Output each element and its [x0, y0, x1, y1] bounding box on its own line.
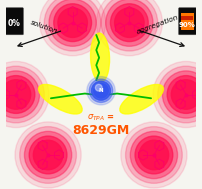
Text: 8629GM: 8629GM — [72, 124, 130, 137]
Circle shape — [162, 71, 202, 118]
FancyBboxPatch shape — [179, 8, 196, 35]
FancyBboxPatch shape — [181, 13, 194, 30]
Circle shape — [130, 131, 178, 179]
Ellipse shape — [90, 33, 109, 82]
Circle shape — [1, 80, 31, 109]
Circle shape — [58, 8, 87, 37]
Circle shape — [0, 76, 35, 113]
Text: 90%: 90% — [179, 22, 196, 28]
Circle shape — [24, 131, 72, 179]
Circle shape — [135, 136, 173, 174]
Circle shape — [20, 127, 76, 183]
FancyBboxPatch shape — [181, 16, 193, 20]
Text: aggregation: aggregation — [136, 14, 180, 35]
Circle shape — [87, 77, 115, 105]
Circle shape — [92, 81, 110, 100]
Circle shape — [101, 0, 158, 51]
Ellipse shape — [120, 84, 163, 114]
Circle shape — [94, 84, 108, 98]
Circle shape — [89, 79, 113, 102]
Circle shape — [44, 0, 101, 51]
Circle shape — [167, 76, 202, 113]
Circle shape — [171, 80, 201, 109]
Circle shape — [153, 61, 202, 128]
Circle shape — [40, 0, 106, 56]
Ellipse shape — [39, 84, 82, 114]
Circle shape — [139, 140, 169, 170]
FancyBboxPatch shape — [6, 8, 23, 35]
Circle shape — [95, 84, 102, 91]
Circle shape — [29, 136, 67, 174]
Circle shape — [126, 127, 182, 183]
Circle shape — [15, 122, 81, 188]
Text: $\sigma_{TPA}$ =: $\sigma_{TPA}$ = — [87, 113, 115, 123]
Circle shape — [96, 0, 162, 56]
Text: N: N — [99, 88, 103, 93]
Circle shape — [49, 0, 96, 46]
Circle shape — [106, 0, 153, 46]
Circle shape — [0, 61, 49, 128]
Circle shape — [115, 8, 144, 37]
Circle shape — [0, 66, 44, 123]
Text: solution: solution — [30, 20, 59, 35]
Circle shape — [0, 71, 40, 118]
Circle shape — [110, 4, 148, 42]
Circle shape — [121, 122, 187, 188]
Circle shape — [33, 140, 63, 170]
Circle shape — [158, 66, 202, 123]
Circle shape — [54, 4, 92, 42]
Text: 0%: 0% — [8, 19, 21, 28]
